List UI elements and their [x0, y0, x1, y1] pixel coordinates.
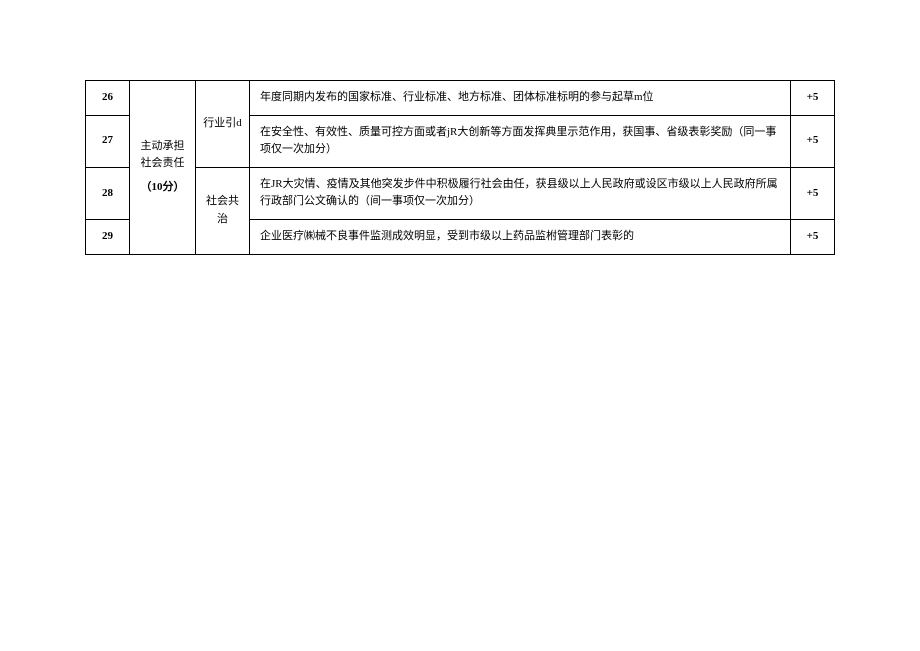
row-number: 26 [86, 81, 130, 116]
description-cell: 年度同期内发布的国家标准、行业标准、地方标准、团体标准标明的参与起草m位 [250, 81, 791, 116]
description-cell: 企业医疗㈱械不良事件监测成效明显，受到市级以上药品监柎管理部门表彰的 [250, 219, 791, 254]
table-row: 28 社会共治 在JR大灾情、疫情及其他突发步件中积极履行社会由任，获县级以上人… [86, 167, 835, 219]
score-cell: +5 [791, 167, 835, 219]
subcategory-cell: 行业引d [196, 81, 250, 168]
description-cell: 在安全性、有效性、质量可控方面或者jR大创新等方面发挥典里示范作用，获国事、省级… [250, 115, 791, 167]
scoring-table: 26 主动承担社会责任 （10分） 行业引d 年度同期内发布的国家标准、行业标准… [85, 80, 835, 255]
score-cell: +5 [791, 115, 835, 167]
subcategory-cell: 社会共治 [196, 167, 250, 254]
category-cell: 主动承担社会责任 （10分） [130, 81, 196, 255]
table-row: 26 主动承担社会责任 （10分） 行业引d 年度同期内发布的国家标准、行业标准… [86, 81, 835, 116]
score-cell: +5 [791, 81, 835, 116]
category-title: 主动承担社会责任 [136, 138, 189, 173]
row-number: 28 [86, 167, 130, 219]
category-points: （10分） [136, 179, 189, 197]
score-cell: +5 [791, 219, 835, 254]
description-cell: 在JR大灾情、疫情及其他突发步件中积极履行社会由任，获县级以上人民政府或设区市级… [250, 167, 791, 219]
row-number: 27 [86, 115, 130, 167]
row-number: 29 [86, 219, 130, 254]
